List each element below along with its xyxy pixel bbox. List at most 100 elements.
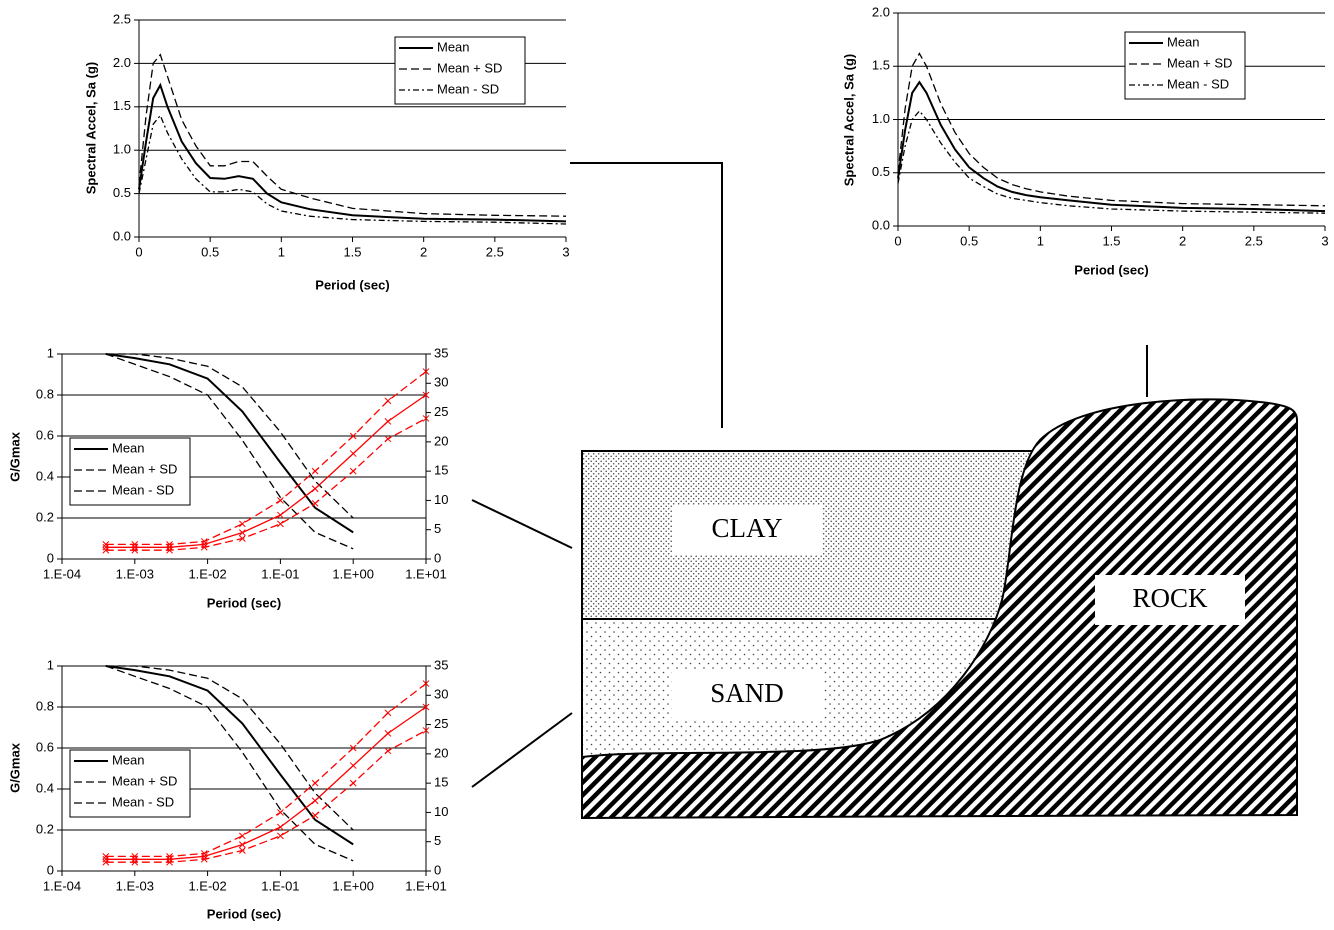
y2-tick-label: 25 (434, 404, 448, 419)
y-tick-label: 0.4 (36, 780, 54, 795)
x-tick-label: 1.E-02 (188, 566, 226, 581)
y2-tick-label: 0 (434, 550, 441, 565)
series-line (105, 706, 427, 860)
series-line (105, 665, 354, 846)
series-line (138, 82, 567, 223)
y-axis-title: Spectral Accel, Sa (g) (841, 54, 856, 186)
marker (349, 779, 357, 787)
y-tick-label: 2.0 (872, 4, 890, 19)
x-tick-label: 1 (1037, 233, 1044, 248)
marker (422, 680, 430, 687)
y-tick-label: 0.6 (36, 739, 54, 754)
marker (131, 853, 139, 860)
marker (277, 520, 284, 528)
marker (349, 762, 357, 769)
legend-label: Mean - SD (112, 482, 174, 497)
series-line (105, 371, 427, 546)
x-tick-label: 2 (420, 244, 427, 259)
x-tick-label: 1.E+00 (332, 878, 374, 893)
x-tick-label: 1.E-03 (116, 566, 154, 581)
marker (384, 418, 392, 425)
x-tick-label: 1.5 (1102, 233, 1120, 248)
soil-profile: CLAY SAND ROCK (581, 398, 1298, 820)
y2-tick-label: 30 (434, 687, 448, 702)
marker (200, 855, 208, 863)
x-axis-title: Period (sec) (207, 595, 281, 610)
marker (166, 543, 173, 551)
marker (238, 529, 246, 536)
legend-label: Mean (437, 39, 470, 54)
marker (311, 779, 319, 787)
y2-tick-label: 35 (434, 345, 448, 360)
series-line (105, 683, 427, 858)
legend-label: Mean - SD (112, 794, 174, 809)
marker (166, 855, 173, 863)
y-tick-label: 0 (47, 550, 54, 565)
marker (238, 847, 246, 854)
marker (166, 541, 173, 548)
y-tick-label: 1.0 (113, 142, 131, 157)
legend-label: Mean - SD (1167, 76, 1229, 91)
x-tick-label: 1.E+00 (332, 566, 374, 581)
x-tick-label: 2.5 (1245, 233, 1263, 248)
marker (200, 850, 208, 857)
label-box (1095, 575, 1245, 625)
series-line (105, 417, 427, 551)
x-tick-label: 1.E+01 (405, 566, 447, 581)
rock-label: ROCK (1132, 583, 1208, 613)
legend-label: Mean + SD (437, 60, 502, 75)
series-line (105, 353, 354, 550)
x-tick-label: 3 (1321, 233, 1328, 248)
y-tick-label: 1.5 (872, 58, 890, 73)
y2-tick-label: 30 (434, 375, 448, 390)
marker (200, 543, 208, 551)
marker (422, 415, 430, 422)
legend-label: Mean - SD (437, 81, 499, 96)
x-tick-label: 1.E-01 (261, 878, 299, 893)
legend-label: Mean (1167, 34, 1200, 49)
y2-tick-label: 20 (434, 745, 448, 760)
sand-label: SAND (710, 678, 784, 708)
chart: 0.0 0.5 1.0 1.5 2.0 2.5 0 0.5 1 1.5 2 2.5 3 Period (s… (83, 11, 569, 292)
y-tick-label: 0.5 (872, 164, 890, 179)
legend: Mean Mean + SD Mean - SD (69, 437, 191, 506)
series-line (105, 394, 427, 548)
marker (384, 397, 392, 405)
y-tick-label: 0 (47, 862, 54, 877)
marker (349, 432, 357, 440)
x-tick-label: 1 (278, 244, 285, 259)
y-tick-label: 1.5 (113, 98, 131, 113)
series-line (138, 53, 567, 217)
series-line (105, 665, 354, 862)
y-tick-label: 0.8 (36, 698, 54, 713)
y2-tick-label: 5 (434, 833, 441, 848)
x-axis-title: Period (sec) (315, 277, 389, 292)
label-box (672, 505, 822, 555)
connector (471, 712, 573, 788)
y-tick-label: 0.5 (113, 185, 131, 200)
x-tick-label: 3 (562, 244, 569, 259)
y2-tick-label: 10 (434, 492, 448, 507)
marker (166, 858, 173, 866)
legend: Mean Mean + SD Mean - SD (69, 749, 191, 818)
marker (131, 541, 139, 548)
y2-tick-label: 0 (434, 862, 441, 877)
series-line (897, 52, 1326, 207)
marker (131, 546, 139, 554)
y-tick-label: 2.0 (113, 55, 131, 70)
x-tick-label: 1.5 (343, 244, 361, 259)
marker (238, 832, 246, 840)
y-tick-label: 1 (47, 345, 54, 360)
marker (166, 546, 173, 554)
marker (384, 709, 392, 717)
series-line (105, 729, 427, 863)
marker (102, 541, 110, 548)
y-tick-label: 1 (47, 657, 54, 672)
chart: 0.0 0.5 1.0 1.5 2.0 0 0.5 1 1.5 2 2.5 3 Period (sec)… (841, 4, 1328, 277)
label-box (672, 670, 822, 720)
marker (349, 744, 357, 752)
x-tick-label: 2.5 (486, 244, 504, 259)
y2-tick-label: 35 (434, 657, 448, 672)
connector (570, 162, 723, 428)
